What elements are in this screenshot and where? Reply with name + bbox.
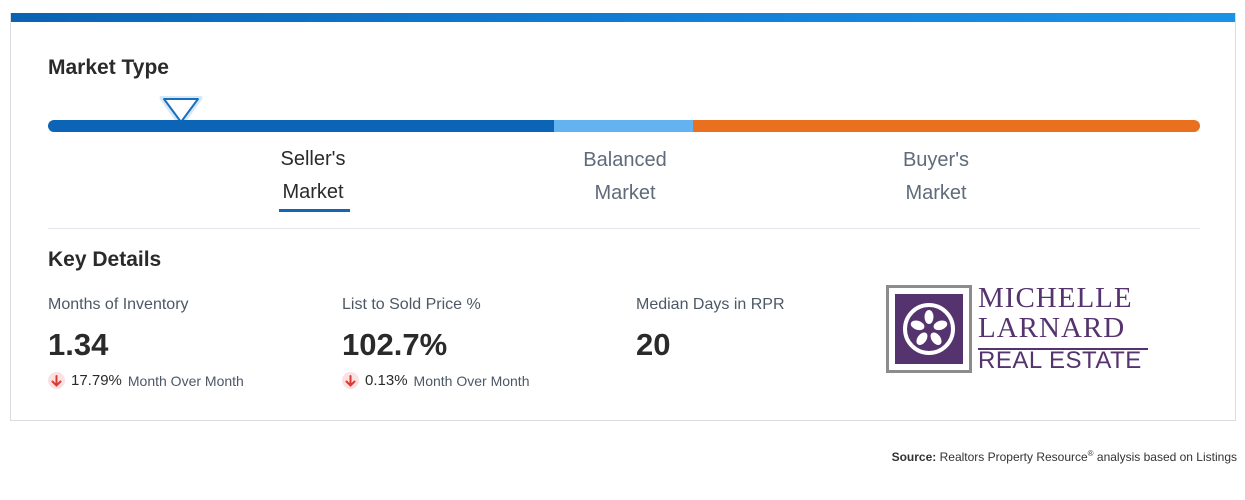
median-days-value: 20 xyxy=(636,327,671,362)
market-type-scale xyxy=(48,120,1200,132)
scale-segment-buyer xyxy=(693,120,1200,132)
logo-text-line2: LARNARD xyxy=(978,312,1126,344)
arrow-down-icon xyxy=(342,372,359,389)
source-note: Source: Realtors Property Resource® anal… xyxy=(892,449,1237,464)
seller-market-label: Seller's Market xyxy=(263,143,363,209)
logo-text-line3: REAL ESTATE xyxy=(978,347,1142,374)
source-prefix: Source: xyxy=(891,450,937,464)
months-of-inventory-label: Months of Inventory xyxy=(48,296,189,313)
balanced-market-label: Balanced Market xyxy=(565,144,685,210)
list-to-sold-label: List to Sold Price % xyxy=(342,296,481,313)
change-period-label: Month Over Month xyxy=(127,372,244,389)
scale-segment-seller xyxy=(48,120,554,132)
change-percent: 0.13% xyxy=(365,372,408,389)
brokerage-logo: MICHELLE LARNARD REAL ESTATE xyxy=(886,282,1150,377)
balanced-label-line1: Balanced xyxy=(583,149,667,171)
scale-segment-balanced xyxy=(554,120,693,132)
list-to-sold-value: 102.7% xyxy=(342,327,448,362)
seller-label-line1: Seller's xyxy=(280,148,346,170)
logo-divider xyxy=(978,348,1148,350)
list-to-sold-change: 0.13% Month Over Month xyxy=(342,372,529,389)
source-text-b: analysis based on Listings xyxy=(1093,450,1237,464)
triangle-marker-icon xyxy=(159,96,203,126)
seller-label-line2: Market xyxy=(282,181,344,203)
months-of-inventory-value: 1.34 xyxy=(48,327,109,362)
market-card: Market Type Seller's Market Balanced Mar… xyxy=(10,13,1236,421)
logo-text-line1: MICHELLE xyxy=(978,282,1133,314)
section-divider xyxy=(48,228,1200,229)
source-text-a: Realtors Property Resource xyxy=(939,450,1088,464)
arrow-down-icon xyxy=(48,372,65,389)
key-details-title: Key Details xyxy=(48,248,162,271)
buyer-label-line2: Market xyxy=(905,182,967,204)
registered-mark: ® xyxy=(1087,449,1094,458)
market-type-title: Market Type xyxy=(48,56,169,79)
logo-emblem xyxy=(886,285,972,373)
change-percent: 17.79% xyxy=(71,372,122,389)
sand-dollar-icon xyxy=(903,303,955,355)
buyer-label-line1: Buyer's xyxy=(902,149,970,171)
card-top-accent-bar xyxy=(11,13,1235,22)
change-period-label: Month Over Month xyxy=(413,372,530,389)
selected-market-underline xyxy=(279,209,350,212)
median-days-label: Median Days in RPR xyxy=(636,296,785,313)
balanced-label-line2: Market xyxy=(594,182,656,204)
months-of-inventory-change: 17.79% Month Over Month xyxy=(48,372,244,389)
buyer-market-label: Buyer's Market xyxy=(886,144,986,210)
